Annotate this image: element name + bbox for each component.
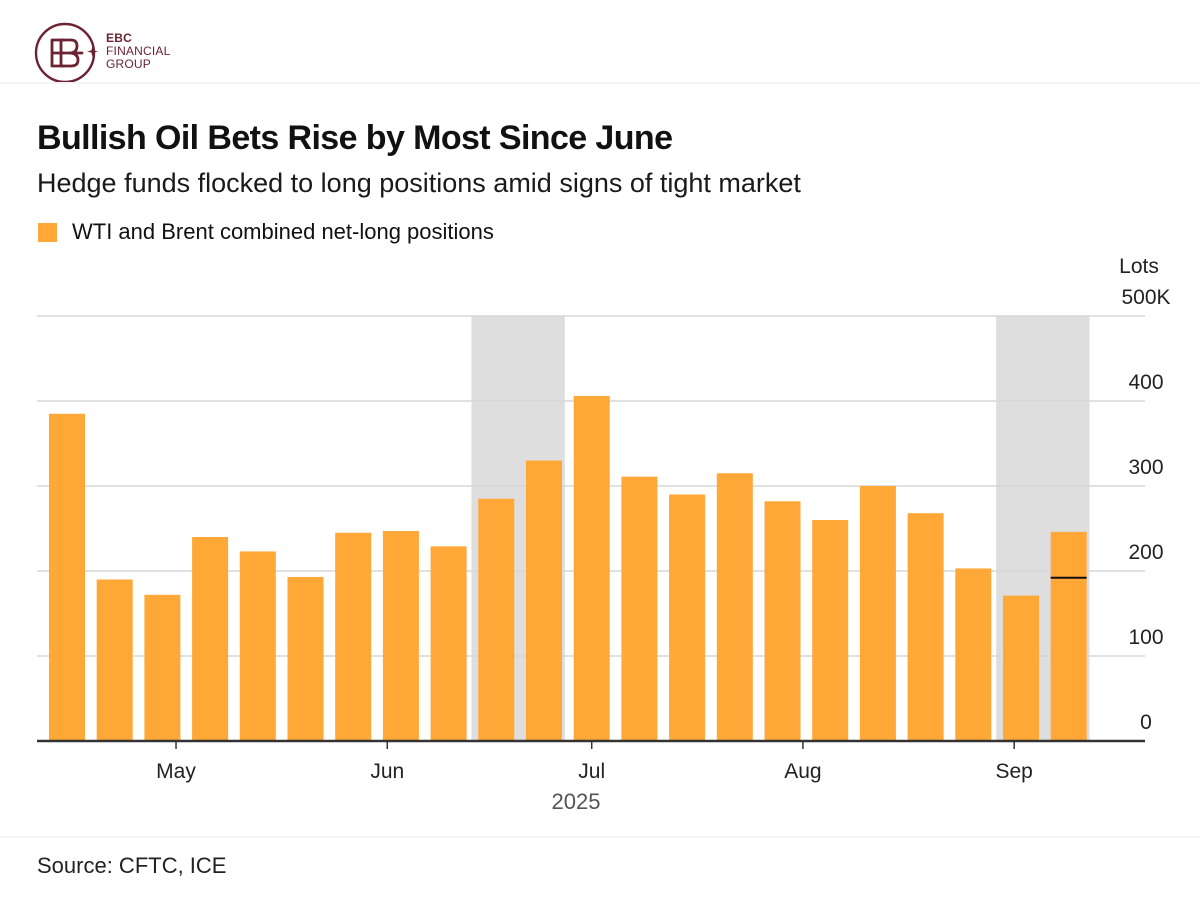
bar	[192, 537, 229, 741]
x-tick-label: Jun	[370, 760, 404, 783]
brand-line-3: GROUP	[106, 57, 152, 71]
y-axis-title: Lots	[1119, 255, 1159, 278]
axes	[37, 739, 1145, 749]
legend-swatch	[38, 222, 57, 242]
bars	[49, 395, 1087, 741]
x-tick-label: Aug	[784, 760, 821, 783]
shaded-period	[471, 316, 565, 741]
chart-subtitle: Hedge funds flocked to long positions am…	[37, 168, 801, 198]
y-tick-label: 0	[1140, 711, 1152, 734]
bar	[335, 532, 372, 741]
bar	[621, 476, 658, 741]
bar	[764, 501, 801, 741]
legend-label: WTI and Brent combined net-long position…	[72, 219, 494, 244]
bar	[430, 546, 467, 741]
bar	[96, 579, 133, 741]
bar	[144, 594, 181, 741]
bar	[526, 460, 562, 741]
bar	[716, 473, 753, 741]
bar	[573, 395, 610, 741]
gridlines	[37, 315, 1145, 657]
chart-title: Bullish Oil Bets Rise by Most Since June	[37, 119, 673, 157]
x-tick-label: May	[156, 760, 196, 783]
header-divider	[0, 82, 1200, 84]
brand-line-2: FINANCIAL	[106, 44, 171, 58]
bar	[382, 531, 419, 741]
bar	[49, 413, 85, 741]
y-tick-label: 500K	[1121, 286, 1170, 309]
bar	[287, 576, 324, 741]
bar	[1050, 531, 1087, 741]
bar	[239, 551, 276, 741]
x-tick-label: Sep	[995, 760, 1032, 783]
footer-divider	[0, 836, 1200, 838]
axis-labels: 500K 400 300 200 100 0 Lots May Jun Jul Aug Sep 2025	[156, 255, 1170, 814]
y-tick-label: 200	[1128, 541, 1163, 564]
shaded-periods	[471, 316, 1090, 741]
bar	[859, 486, 896, 741]
x-tick-label: Jul	[578, 760, 605, 783]
bar	[812, 520, 849, 741]
sparkle-icon	[87, 46, 98, 57]
bar	[669, 494, 706, 741]
shaded-period	[996, 316, 1090, 741]
bar	[1003, 595, 1039, 741]
x-year-label: 2025	[552, 789, 601, 814]
y-tick-label: 400	[1128, 371, 1163, 394]
chart-legend: WTI and Brent combined net-long position…	[38, 216, 494, 248]
bar	[907, 513, 944, 741]
brand-line-1: EBC	[106, 31, 132, 45]
bar	[478, 498, 515, 741]
brand-logo: EBC FINANCIAL GROUP	[34, 22, 214, 84]
bar	[955, 568, 992, 741]
y-tick-label: 300	[1128, 456, 1163, 479]
y-tick-label: 100	[1128, 626, 1163, 649]
source-note: Source: CFTC, ICE	[37, 853, 227, 878]
brand-name: EBC FINANCIAL GROUP	[106, 32, 170, 71]
